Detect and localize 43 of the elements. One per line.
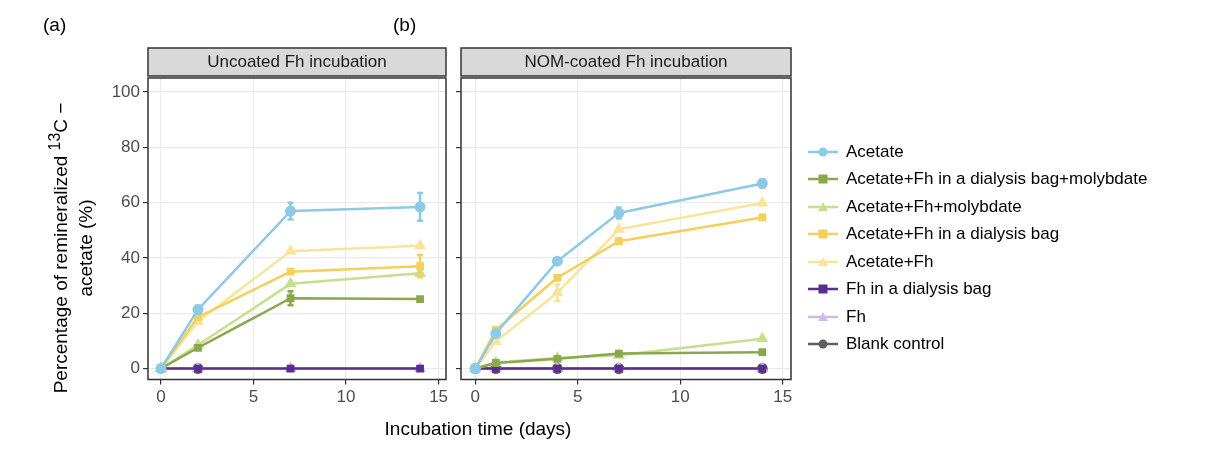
legend-label: Acetate+Fh (846, 251, 934, 272)
x-tick-label: 5 (248, 387, 259, 407)
x-tick-label: 10 (670, 387, 690, 407)
point (756, 196, 769, 207)
point (490, 327, 502, 339)
point (491, 359, 500, 367)
x-tick-label: 0 (470, 387, 481, 407)
text: (a) (43, 14, 67, 36)
legend-label: Blank control (846, 334, 945, 355)
legend-label: Acetate+Fh in a dialysis bag (846, 224, 1060, 245)
chart-title: NOM-coated Fh incubation (524, 51, 728, 71)
legend-label: Fh in a dialysis bag (846, 279, 992, 300)
y-tick-label: 0 (130, 358, 140, 378)
x-tick-label: 15 (773, 387, 793, 407)
x-tick-label: 10 (336, 387, 356, 407)
point (553, 273, 562, 282)
point (284, 244, 297, 255)
legend-label: Acetate+Fh in a dialysis bag+molybdate (846, 169, 1148, 190)
y-tick-label: 40 (121, 247, 140, 267)
x-tick-label: 15 (429, 387, 449, 407)
point (284, 276, 297, 288)
point (194, 343, 202, 352)
point (758, 348, 767, 357)
y-tick-label: 80 (121, 136, 140, 156)
x-tick-label: 5 (573, 387, 583, 407)
point (416, 295, 424, 303)
point (551, 255, 563, 267)
legend-label: Fh (846, 306, 866, 327)
point (286, 267, 295, 276)
y-tick-label: 20 (121, 302, 140, 322)
legend-label: Acetate+Fh+molybdate (846, 196, 1022, 217)
chart-title: Uncoated Fh incubation (207, 51, 387, 71)
point (612, 222, 625, 233)
x-tick-label: 0 (156, 387, 166, 407)
point (756, 331, 769, 343)
point (758, 213, 767, 222)
x-axis-title: Incubation time (days) (383, 418, 573, 440)
point (614, 237, 623, 246)
text: (b) (393, 14, 417, 36)
y-tick-label: 100 (111, 81, 140, 101)
point (414, 238, 427, 250)
y-tick-label: 60 (121, 192, 140, 212)
legend-label: Acetate (846, 141, 904, 162)
